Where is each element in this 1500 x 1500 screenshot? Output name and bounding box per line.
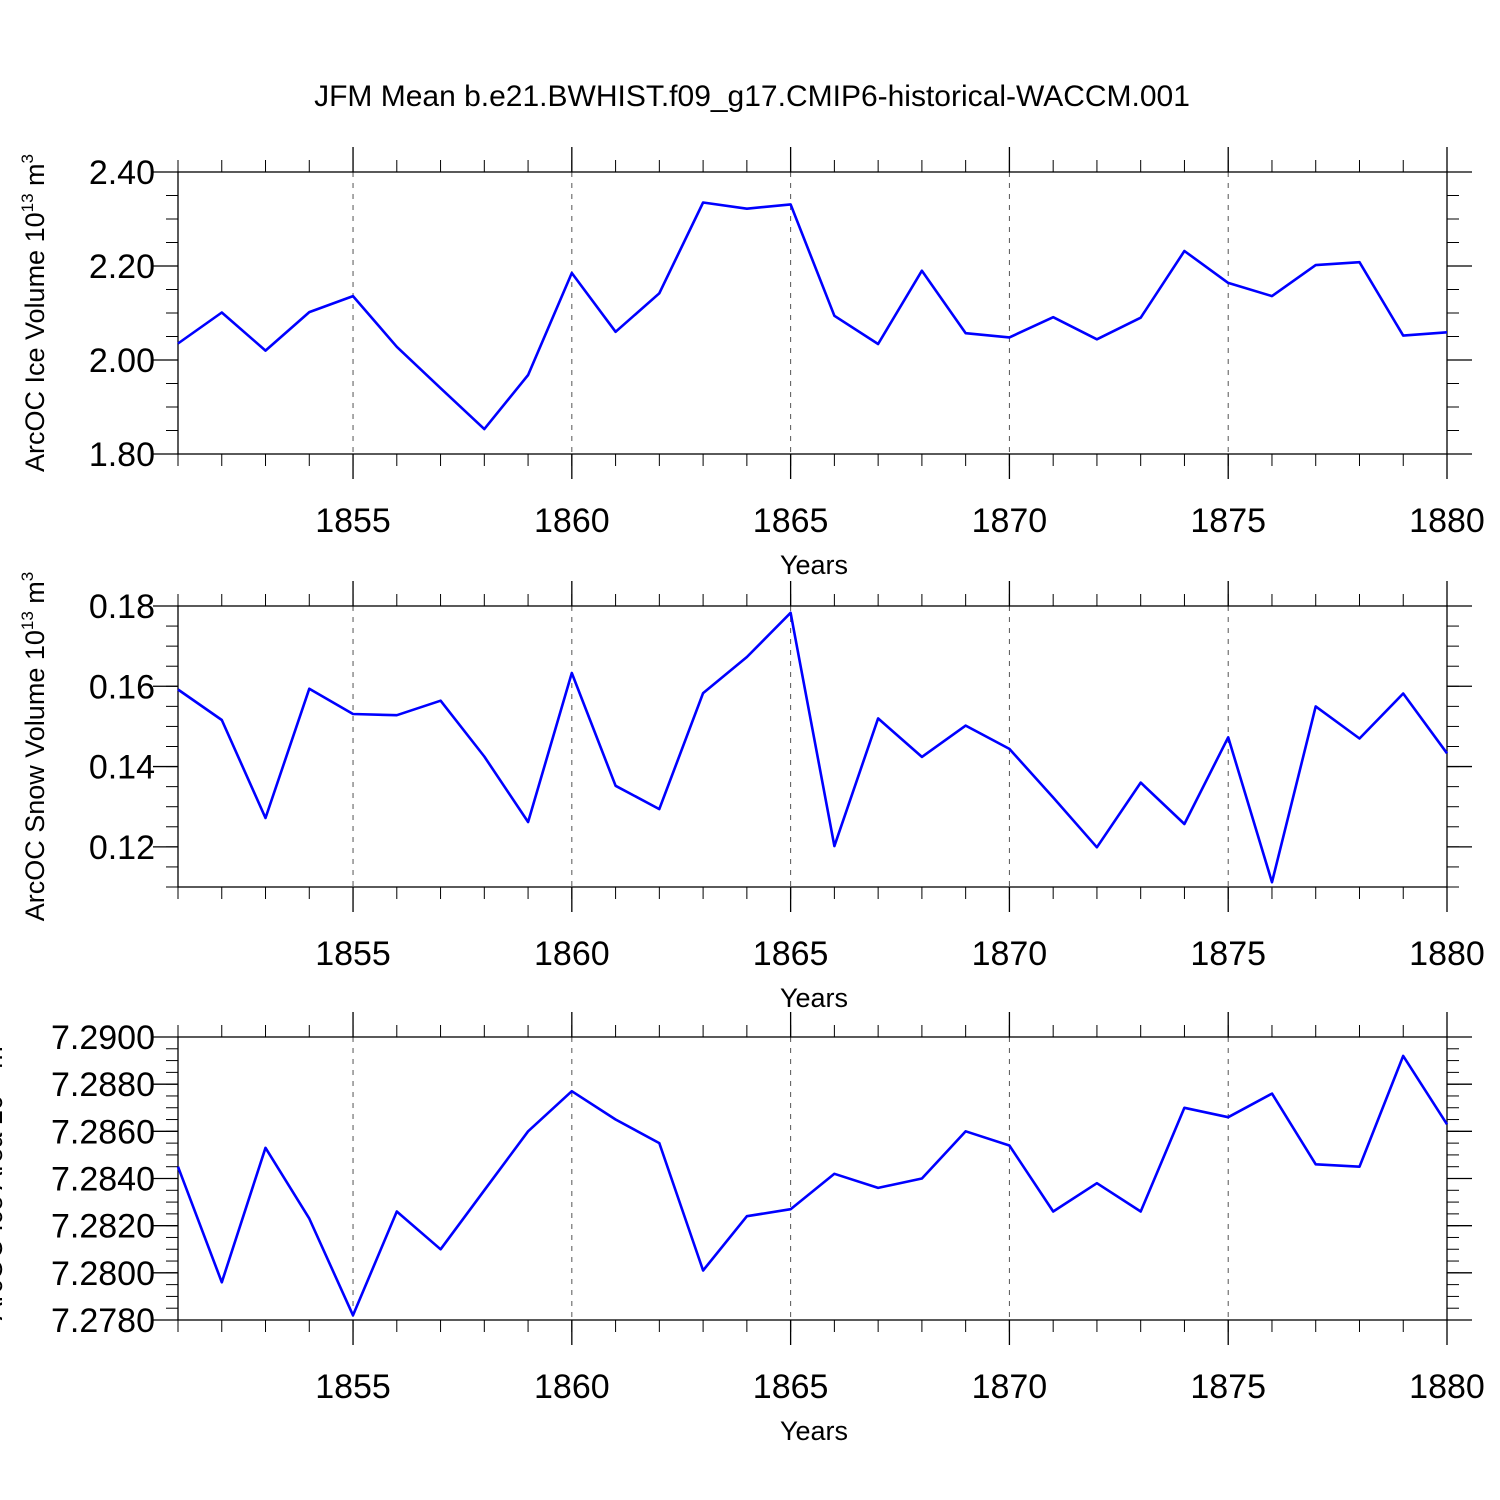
x-tick-label: 1865 — [753, 1368, 829, 1406]
y-tick-label: 2.00 — [89, 342, 155, 380]
series-line — [176, 1054, 1449, 1317]
x-tick-label: 1875 — [1190, 1368, 1266, 1406]
panel-1: 1855 1860 1865 1870 1875 1880 1.80 2.00 2.20 2.40… — [18, 147, 1485, 580]
series-line — [177, 201, 1448, 431]
x-tick-label: 1880 — [1409, 1368, 1485, 1406]
y-tick-label: 2.40 — [89, 154, 155, 192]
y-tick-label: 0.18 — [89, 588, 155, 626]
series-line — [177, 611, 1449, 884]
x-tick-label: 1860 — [534, 935, 610, 973]
x-tick-label: 1860 — [534, 502, 610, 540]
figure-title: JFM Mean b.e21.BWHIST.f09_g17.CMIP6-hist… — [314, 80, 1190, 113]
x-tick-label: 1870 — [972, 935, 1048, 973]
panels: 1855 1860 1865 1870 1875 1880 1.80 2.00 2.20 2.40… — [0, 147, 1485, 1446]
y-tick-label: 7.2800 — [51, 1255, 155, 1293]
y-axis-title: ArcOC Ice Volume 1013 m3 — [18, 154, 50, 472]
y-tick-label: 7.2880 — [51, 1066, 155, 1104]
x-tick-label: 1865 — [753, 935, 829, 973]
y-tick-label: 2.20 — [89, 248, 155, 286]
y-tick-label: 7.2820 — [51, 1208, 155, 1246]
plot-frame — [177, 605, 1448, 888]
y-tick-label: 1.80 — [89, 436, 155, 474]
x-tick-label: 1870 — [972, 502, 1048, 540]
plot-frame — [177, 171, 1448, 455]
x-axis-title: Years — [780, 1416, 848, 1446]
x-tick-label: 1875 — [1190, 935, 1266, 973]
y-tick-label: 7.2780 — [51, 1302, 155, 1340]
x-axis-title: Years — [780, 983, 848, 1013]
x-tick-label: 1855 — [315, 502, 391, 540]
x-tick-label: 1870 — [972, 1368, 1048, 1406]
x-tick-label: 1875 — [1190, 502, 1266, 540]
x-tick-label: 1880 — [1409, 502, 1485, 540]
y-tick-label: 7.2840 — [51, 1161, 155, 1199]
x-tick-label: 1880 — [1409, 935, 1485, 973]
y-tick-label: 7.2900 — [51, 1019, 155, 1057]
x-tick-label: 1865 — [753, 502, 829, 540]
plot-frame — [177, 1036, 1448, 1321]
x-axis-title: Years — [780, 550, 848, 580]
x-tick-label: 1855 — [315, 1368, 391, 1406]
x-tick-label: 1855 — [315, 935, 391, 973]
panel-3: 1855 1860 1865 1870 1875 1880 7.2780 7.2800 7.28… — [0, 1012, 1485, 1446]
y-tick-label: 0.16 — [89, 668, 155, 706]
panel-2: 1855 1860 1865 1870 1875 1880 0.12 0.14 0.16 0.18… — [18, 572, 1485, 1013]
y-tick-label: 0.12 — [89, 829, 155, 867]
y-tick-label: 7.2860 — [51, 1113, 155, 1151]
x-tick-label: 1860 — [534, 1368, 610, 1406]
y-tick-label: 0.14 — [89, 749, 155, 787]
y-axis-title: ArcOC Ice Area 1013 m2 — [0, 1037, 8, 1321]
y-axis-title: ArcOC Snow Volume 1013 m3 — [18, 572, 50, 922]
